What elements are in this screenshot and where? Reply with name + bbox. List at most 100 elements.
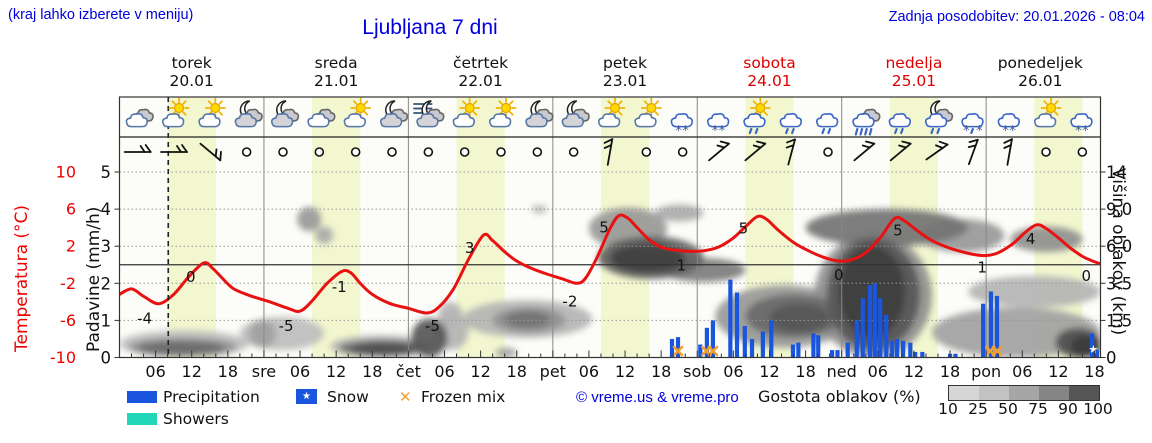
line [938,140,949,146]
wind-barb-icon [967,138,979,166]
copyright-link[interactable]: © vreme.us & vreme.pro [576,389,739,406]
weather-icon-sun-cloud [198,97,226,128]
precipitation-bar [908,342,913,358]
cloud-shape [997,112,1020,128]
showers-swatch [127,413,157,425]
cloud-shape [815,112,839,128]
precipitation-tick-label: 5 [101,163,112,182]
sun-ray [643,100,648,105]
temperature-tick-label: 6 [66,200,76,219]
day-header-torek: torek 20.01 [122,54,262,90]
wind-calm-icon [677,147,688,157]
weather-icon-sun-cloud [597,97,626,128]
wind-calm-icon [568,147,579,157]
cloud-blob [968,275,1101,308]
snowflake-mark: * [712,124,719,139]
wind-barb-icon [785,138,796,166]
cloud-density-scale [948,385,1100,401]
weather-icon-cloud-heavy-rain [852,108,881,136]
precipitation-bar [1094,350,1099,358]
precipitation-bar [894,338,900,358]
wind-barb-icon [744,140,767,162]
line [1003,138,1013,144]
wind-calm-icon [314,147,325,157]
cloud-height-tick-label: 3.5 [1106,274,1132,293]
precipitation-bar [920,351,925,358]
x-tick-label: 06 [723,362,743,381]
x-day-label: sre [252,362,276,381]
x-tick-label: 06 [579,362,599,381]
temperature-value-label: 5 [599,219,609,237]
snow-marker: ★ [1088,343,1098,356]
cloud-height-tick-label: 0 [1106,349,1117,368]
sun-ray [218,100,223,105]
x-tick-label: 12 [326,362,346,381]
line [199,142,222,162]
cloud-shape [161,112,185,128]
cloud-shape [452,112,475,128]
cloud-shape [852,112,875,128]
precipitation-bar [953,353,958,358]
cloud-density-tick: 75 [1028,400,1048,418]
line [787,138,796,166]
rain-dash [748,127,753,135]
day-date: 25.01 [891,72,937,90]
wind-barb-icon [603,138,614,166]
cloud-blob [438,301,463,328]
wind-barb-icon [199,142,222,162]
line [785,144,795,149]
cloud-shape [416,112,439,128]
cloud-scale-segment [1009,386,1039,400]
daytime-band [312,97,361,358]
snowflake-mark: * [719,124,726,139]
line [716,144,726,149]
line [991,345,1003,357]
day-header-ponedeljek: ponedeljek 26.01 [970,54,1110,90]
sun-disc [355,102,366,114]
cloud-shape [706,112,730,128]
frozen-mix-marker [707,345,719,357]
sun-disc [500,102,512,114]
temperature-tick-label: 2 [66,237,76,256]
cloud-scale-segment [979,386,1009,400]
day-header-petek: petek 23.01 [555,54,695,90]
wind-barb-icon [123,144,152,153]
snowflake-mark: * [1002,124,1009,139]
line [935,144,944,149]
weather-icon-sun-cloud [343,97,372,128]
rain-dash [970,127,974,135]
sun-ray [1054,111,1059,116]
precipitation-tick-label: 2 [101,274,112,293]
temperature-value-label: 5 [739,220,749,238]
weather-icon-moon-cloud-rain [924,100,954,135]
cloud-blob [297,206,322,232]
rain-dash [864,127,868,136]
weather-icon-moon-cloud [525,100,554,128]
line [181,144,188,153]
snow-legend-label: Snow [327,388,369,406]
cloud-blob [769,303,830,333]
day-name: torek [171,54,212,72]
frozen-mix-marker [672,345,684,357]
rain-dash [859,127,864,136]
x-day-label: ned [827,362,857,381]
precipitation-bar [845,342,850,358]
x-tick-label: 18 [507,362,527,381]
cloud-shape [198,112,221,128]
day-name: sobota [743,54,796,72]
wind-calm-icon [387,147,397,157]
snowflake-mark: * [1009,124,1016,139]
weather-icon-cloud-snow: * * [1070,112,1093,139]
line [744,142,767,162]
day-date: 20.01 [169,72,214,90]
rain-dash [821,127,826,135]
day-header-sobota: sobota 24.01 [699,54,839,90]
cloud-blob [610,243,686,273]
precipitation-bar [988,291,994,358]
wind-calm-icon [241,147,252,157]
sun-ray [1054,100,1059,105]
line [786,138,796,144]
weather-icon-sun-cloud [161,97,190,128]
x-tick-label: 12 [470,362,490,381]
precipitation-bar [867,285,873,358]
